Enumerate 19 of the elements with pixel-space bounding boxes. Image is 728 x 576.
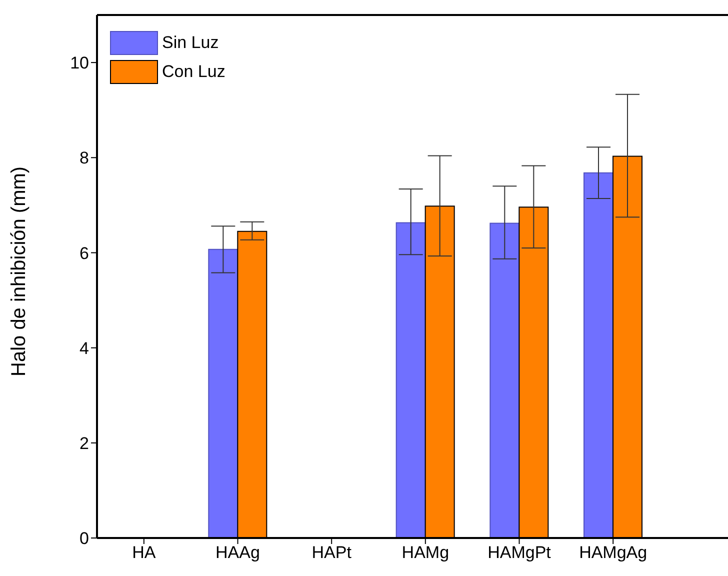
x-tick-label: HAMgAg (579, 543, 648, 562)
x-tick-label: HAAg (216, 543, 260, 562)
x-tick-label: HAPt (312, 543, 352, 562)
x-tick-label: HAMgPt (488, 543, 552, 562)
y-tick-label: 2 (80, 434, 89, 453)
bar (583, 172, 614, 538)
y-tick-label: 6 (80, 244, 89, 263)
y-tick-label: 10 (70, 54, 89, 73)
x-tick-label: HA (132, 543, 156, 562)
legend-label: Sin Luz (162, 32, 219, 54)
y-tick-label: 0 (80, 529, 89, 548)
y-axis-title: Halo de inhibición (mm) (8, 166, 30, 376)
x-tick-label: HAMg (402, 543, 450, 562)
bar (396, 222, 426, 538)
y-tick-label: 8 (80, 148, 89, 168)
bar (208, 248, 238, 538)
legend-label: Con Luz (162, 61, 226, 83)
y-tick-label: 4 (80, 338, 89, 358)
bar (490, 222, 520, 538)
